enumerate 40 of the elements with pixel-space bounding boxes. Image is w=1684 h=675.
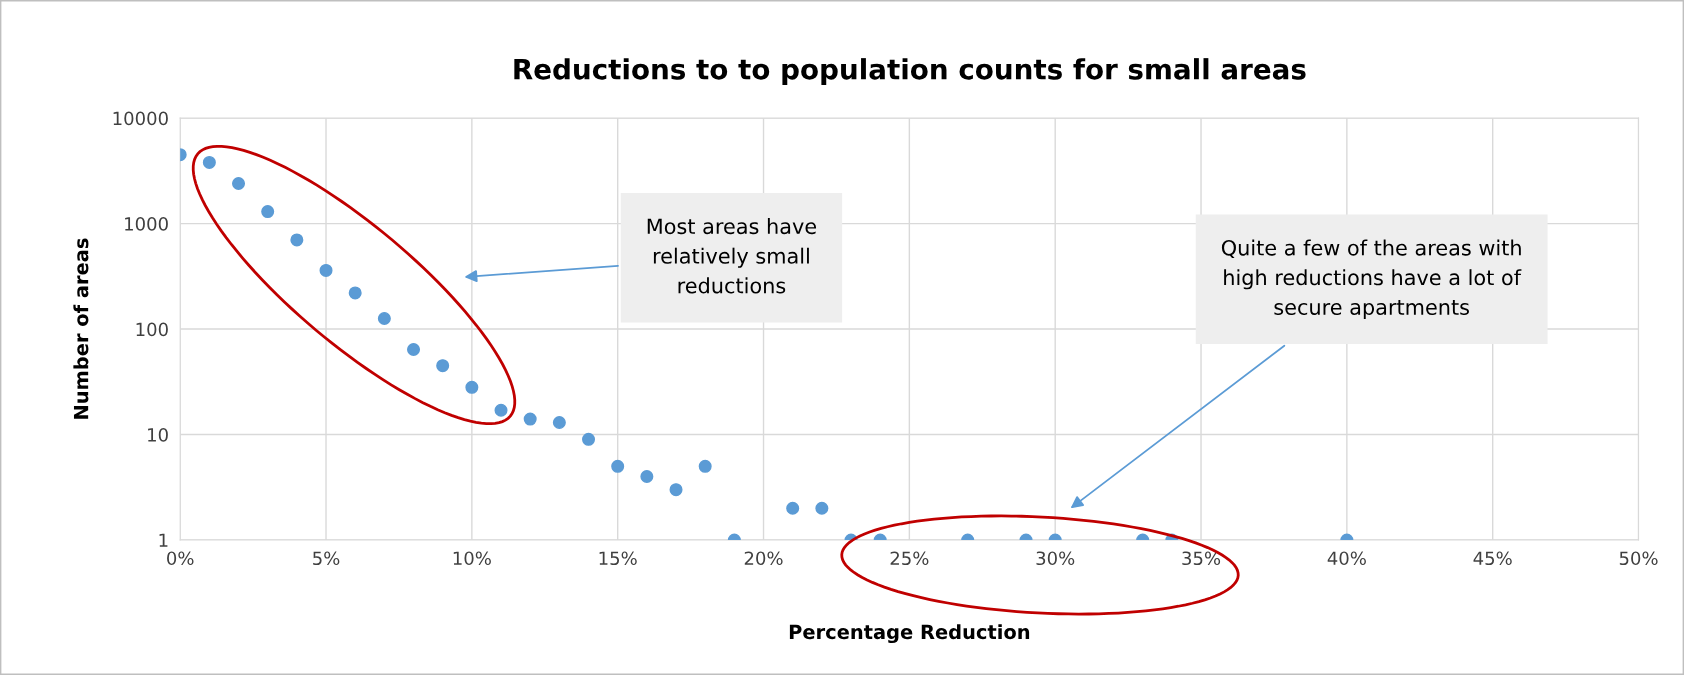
point	[202, 155, 216, 169]
point	[232, 176, 246, 190]
point	[465, 380, 479, 394]
point	[698, 459, 712, 473]
chart-title: Reductions to to population counts for small areas	[514, 58, 1306, 86]
point	[552, 416, 566, 430]
point	[261, 205, 275, 219]
point	[786, 501, 800, 515]
point	[377, 311, 391, 325]
x-tick-label: 15%	[599, 551, 637, 566]
x-tick-label: 10%	[453, 551, 491, 566]
y-tick-label: 1	[159, 533, 168, 547]
point	[407, 342, 421, 357]
point	[815, 501, 829, 515]
point	[640, 469, 654, 484]
point	[319, 263, 333, 277]
x-tick-label: 5%	[313, 551, 340, 566]
point	[611, 459, 625, 473]
x-tick-label: 25%	[890, 551, 929, 566]
x-tick-label: 20%	[744, 551, 783, 566]
x-axis-title: Percentage Reduction	[789, 624, 1030, 644]
x-tick-label: 35%	[1182, 551, 1221, 566]
y-axis-title: Number of areas	[73, 238, 89, 419]
x-tick-label: 30%	[1036, 551, 1075, 566]
point	[523, 412, 537, 426]
point	[290, 233, 304, 247]
point	[436, 359, 450, 373]
y-tick-label: 10	[148, 427, 168, 442]
point	[348, 286, 362, 300]
point	[494, 403, 508, 417]
annotation: Most areas have relatively small reductions	[647, 218, 817, 294]
x-tick-label: 0%	[167, 551, 194, 566]
x-tick-label: 50%	[1619, 551, 1658, 566]
x-tick-label: 40%	[1327, 551, 1366, 566]
annotation: Quite a few of the areas with high reductions have a lot of secure apartments	[1221, 239, 1522, 320]
y-tick-label: 100	[136, 322, 168, 337]
point	[582, 432, 596, 446]
y-tick-label: 10000	[113, 111, 168, 126]
y-tick-label: 1000	[125, 217, 168, 231]
x-tick-label: 45%	[1473, 551, 1512, 566]
